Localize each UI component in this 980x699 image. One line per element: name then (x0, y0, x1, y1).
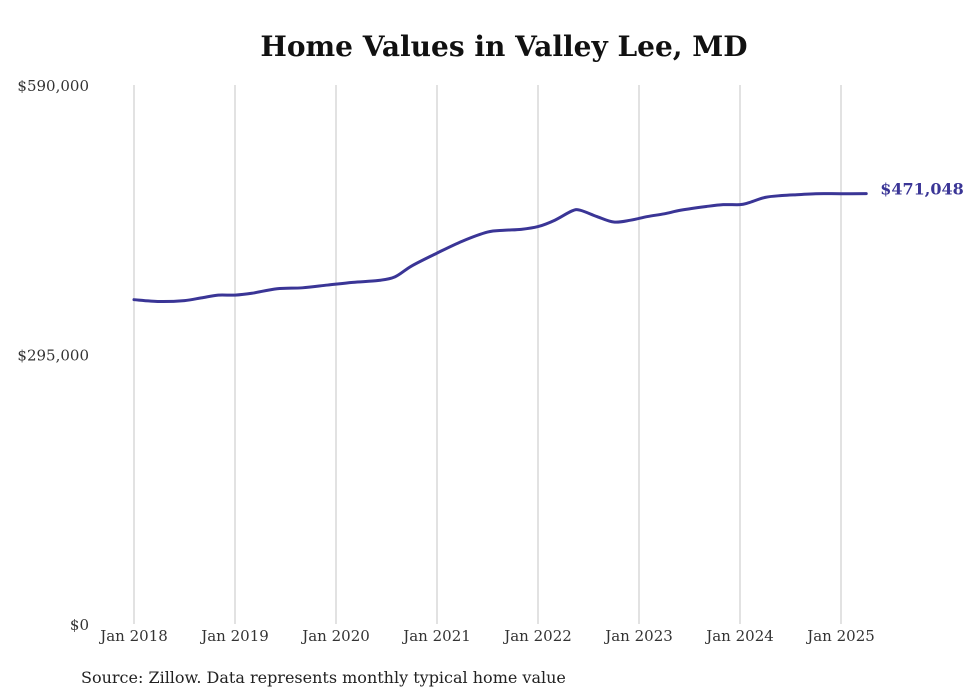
x-tick-label: Jan 2024 (704, 627, 774, 645)
y-tick-label: $590,000 (17, 77, 89, 95)
series-line (132, 192, 868, 304)
x-tick-label: Jan 2022 (502, 627, 572, 645)
end-label-layer: $471,048 (880, 180, 964, 199)
y-axis-ticks: $0 $295,000 $590,000 (17, 77, 89, 634)
x-tick-label: Jan 2025 (805, 627, 875, 645)
y-tick-label: $295,000 (17, 347, 89, 365)
x-axis-ticks: Jan 2018 Jan 2019 Jan 2020 Jan 2021 Jan 2022… (98, 627, 875, 645)
end-value-label: $471,048 (880, 180, 964, 199)
x-tick-label: Jan 2023 (603, 627, 673, 645)
x-tick-label: Jan 2021 (401, 627, 471, 645)
y-tick-label: $0 (70, 616, 89, 634)
x-tick-label: Jan 2018 (98, 627, 168, 645)
x-tick-label: Jan 2020 (300, 627, 370, 645)
chart-title: Home Values in Valley Lee, MD (260, 30, 748, 63)
source-note: Source: Zillow. Data represents monthly … (81, 668, 566, 687)
series-layer (132, 192, 868, 304)
x-tick-label: Jan 2019 (199, 627, 269, 645)
grid-lines (133, 85, 842, 624)
